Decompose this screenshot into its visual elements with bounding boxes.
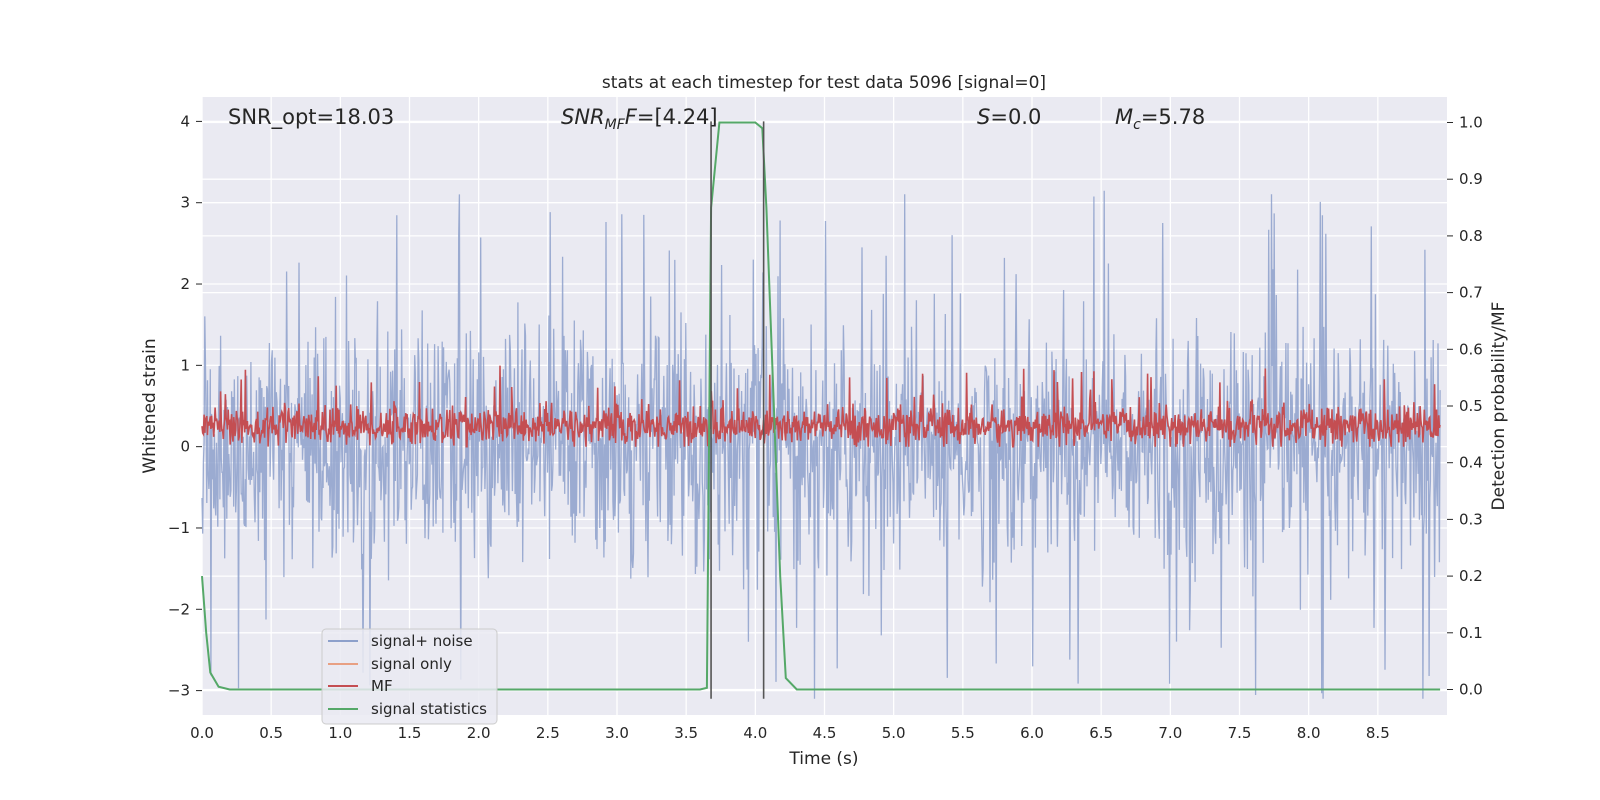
mc-sub: c (1133, 117, 1141, 133)
snr-mf-f: F (625, 105, 638, 129)
mf-line (201, 365, 1441, 448)
y-tick-label: 4 (180, 112, 190, 130)
y2-tick-label: 0.4 (1459, 454, 1483, 472)
x-tick-label: 4.5 (813, 724, 837, 742)
y2-tick-label: 1.0 (1459, 114, 1483, 132)
annotation-snr-opt: SNR_opt=18.03 (228, 105, 394, 130)
y2-tick-label: 0.5 (1459, 397, 1483, 415)
x-tick-label: 6.5 (1089, 724, 1113, 742)
y2-tick-label: 0.0 (1459, 680, 1483, 698)
legend-label-signal-statistics: signal statistics (371, 700, 487, 718)
legend-frame (321, 628, 498, 725)
x-tick-label: 7.0 (1158, 724, 1182, 742)
series-signal-statistics (201, 121, 1441, 691)
x-tick-label: 5.5 (951, 724, 975, 742)
signal-plus-noise-line (201, 190, 1441, 699)
annotation-mc: Mc=5.78 (1115, 105, 1205, 133)
y-axis-ticks: −3 −2 −1 0 1 2 3 4 (168, 112, 202, 700)
y-tick-label: −1 (168, 519, 190, 537)
snr-mf-var: SNR (561, 105, 605, 129)
annotation-s: S=0.0 (977, 105, 1041, 129)
x-tick-label: 2.0 (467, 724, 491, 742)
x-axis-ticks: 0.0 0.5 1.0 1.5 2.0 2.5 3.0 3.5 4.0 4.5 5.0 5.5 6.0 6… (190, 724, 1390, 742)
x-tick-label: 8.5 (1366, 724, 1390, 742)
x-tick-label: 0.5 (259, 724, 283, 742)
y2-tick-label: 0.3 (1459, 510, 1483, 528)
x-tick-label: 0.0 (190, 724, 214, 742)
y2-tick-label: 0.9 (1459, 170, 1483, 188)
snr-mf-value: =[4.24] (637, 105, 718, 129)
y-tick-label: 2 (180, 275, 190, 293)
snr-mf-sub: MF (605, 117, 626, 133)
y2-tick-label: 0.7 (1459, 284, 1483, 302)
y2-tick-label: 0.8 (1459, 227, 1483, 245)
chart-title: stats at each timestep for test data 509… (602, 73, 1046, 93)
x-tick-label: 7.5 (1228, 724, 1252, 742)
y-axis-label: Whitened strain (140, 338, 160, 473)
y-tick-label: 0 (180, 438, 190, 456)
x-tick-label: 8.0 (1297, 724, 1321, 742)
y2-axis-ticks: 0.0 0.1 0.2 0.3 0.4 0.5 0.6 0.7 0.8 0.9 1.0 (1447, 114, 1483, 698)
x-axis-label: Time (s) (788, 749, 858, 769)
annotation-snr-mf: SNRMFF=[4.24] (561, 105, 718, 133)
legend-label-mf: MF (371, 677, 393, 695)
x-tick-label: 3.5 (674, 724, 698, 742)
x-tick-label: 3.0 (605, 724, 629, 742)
series-signal-plus-noise (201, 190, 1441, 699)
y2-tick-label: 0.2 (1459, 567, 1483, 585)
y-tick-label: 3 (180, 194, 190, 212)
y2-axis-label: Detection probability/MF (1489, 302, 1509, 511)
series-mf (201, 365, 1441, 448)
y-tick-label: −2 (168, 600, 190, 618)
s-var: S (977, 105, 990, 129)
y2-tick-label: 0.6 (1459, 340, 1483, 358)
x-tick-label: 5.0 (882, 724, 906, 742)
x-tick-label: 6.0 (1020, 724, 1044, 742)
x-tick-label: 4.0 (743, 724, 767, 742)
legend-label-signal-plus-noise: signal+ noise (371, 632, 473, 650)
legend: signal+ noise signal only MF signal stat… (321, 628, 498, 725)
mc-value: =5.78 (1141, 105, 1205, 129)
y2-tick-label: 0.1 (1459, 624, 1483, 642)
s-value: =0.0 (990, 105, 1041, 129)
mc-var: M (1115, 105, 1133, 129)
y-tick-label: −3 (168, 682, 190, 700)
x-tick-label: 2.5 (536, 724, 560, 742)
legend-label-signal-only: signal only (371, 655, 452, 673)
x-tick-label: 1.5 (398, 724, 422, 742)
y-tick-label: 1 (180, 356, 190, 374)
signal-statistics-line (201, 121, 1441, 691)
merger-lines (710, 121, 765, 699)
x-tick-label: 1.0 (328, 724, 352, 742)
